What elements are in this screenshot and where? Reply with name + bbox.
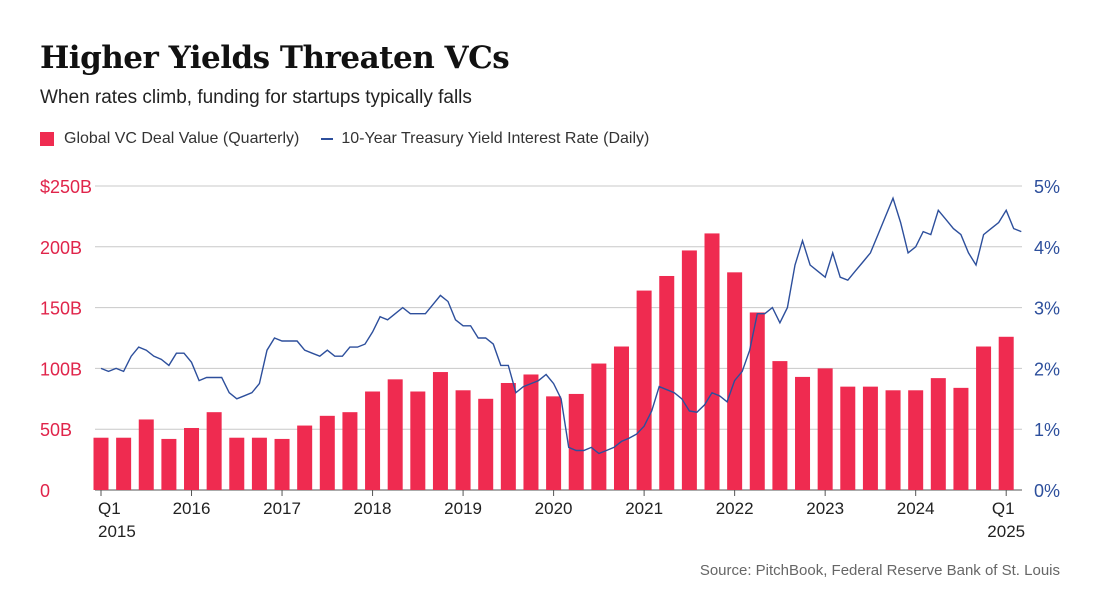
bar [251,437,267,490]
bar [274,438,290,490]
bar [206,412,222,490]
bar [523,374,539,490]
x-tick-label: 2021 [625,499,663,518]
right-axis-tick-label: 0% [1034,481,1060,501]
bar [930,378,946,490]
bar [93,437,109,490]
x-tick-label: 2022 [716,499,754,518]
left-axis-tick-label: 50B [40,420,72,440]
bar [138,419,154,490]
bar [116,437,132,490]
bar [229,437,245,490]
bar [387,379,403,490]
bar [976,346,992,490]
x-tick-label: 2019 [444,499,482,518]
legend: Global VC Deal Value (Quarterly) 10-Year… [40,130,649,148]
bar [478,398,494,490]
x-tick-label: 2016 [173,499,211,518]
bar [636,290,652,490]
bar [885,390,901,490]
bar [681,250,697,490]
bar [184,427,200,490]
bar [613,346,629,490]
x-tick-label: 2023 [806,499,844,518]
bar [953,387,969,490]
right-axis-tick-label: 1% [1034,420,1060,440]
bar [704,233,720,490]
legend-line-label: 10-Year Treasury Yield Interest Rate (Da… [341,130,650,147]
x-tick-label: 2018 [354,499,392,518]
x-tick-label-year: 2025 [987,522,1025,541]
bar [319,415,335,490]
bar [795,376,811,490]
bar [546,396,562,490]
right-axis-tick-label: 3% [1034,299,1060,319]
yield-line [100,196,1022,455]
bar [500,382,516,490]
right-axis-tick-label: 4% [1034,238,1060,258]
legend-bar-swatch [40,132,54,146]
bar [365,391,381,490]
bar [297,425,313,490]
left-axis-tick-label: $250B [40,177,92,197]
right-axis-tick-label: 5% [1034,177,1060,197]
bar [908,390,924,490]
x-tick-label: Q1 [98,499,121,518]
left-axis-tick-label: 100B [40,359,82,379]
bar [342,412,358,490]
left-axis-tick-label: 200B [40,238,82,258]
bar [817,368,833,490]
legend-bar-label: Global VC Deal Value (Quarterly) [64,130,300,147]
x-tick-label: 2017 [263,499,301,518]
right-axis-tick-label: 2% [1034,359,1060,379]
bar [432,372,448,490]
x-tick-label: 2020 [535,499,573,518]
bar [455,390,471,490]
bar [568,393,584,490]
bar [862,386,878,490]
bar [749,312,765,490]
bar [410,391,426,490]
bar [161,438,177,490]
left-axis-tick-label: 150B [40,299,82,319]
source-note: Source: PitchBook, Federal Reserve Bank … [699,562,1060,579]
chart-subtitle: When rates climb, funding for startups t… [40,87,472,108]
bar [998,336,1014,490]
bar [840,386,856,490]
bar [659,275,675,490]
bar [772,361,788,490]
x-tick-label: 2024 [897,499,935,518]
legend-line-swatch [321,138,334,140]
bar [591,363,607,490]
x-tick-label: Q1 [992,499,1015,518]
left-axis-tick-label: 0 [40,481,50,501]
x-tick-label-year: 2015 [98,522,136,541]
chart-title: Higher Yields Threaten VCs [40,40,510,76]
